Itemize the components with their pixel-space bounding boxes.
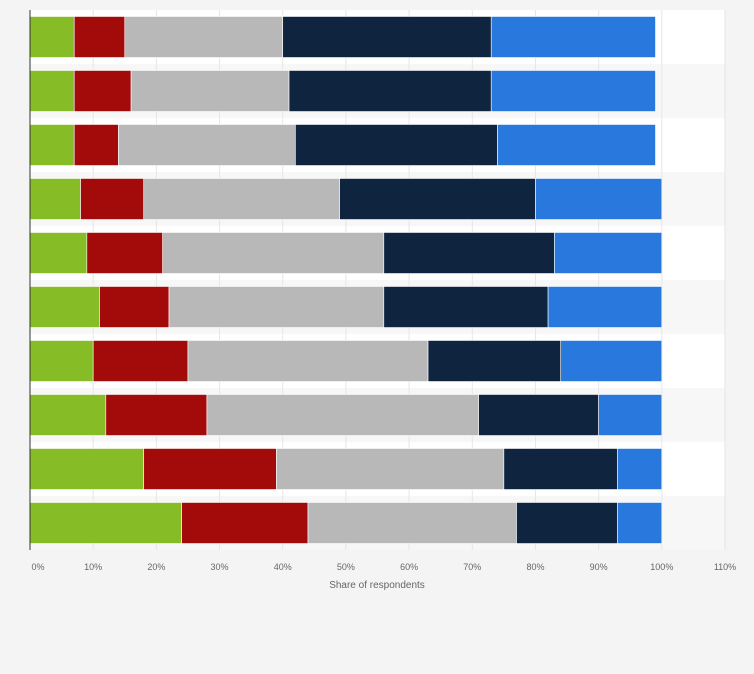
bar-segment: [99, 286, 170, 328]
bar-segment: [295, 124, 498, 166]
bar-segment: [29, 16, 75, 58]
bar-segment: [162, 232, 385, 274]
bar-segment: [490, 70, 656, 112]
bar-segment: [29, 178, 81, 220]
bar-segment: [383, 286, 549, 328]
bar-segment: [282, 16, 492, 58]
x-tick-label: 70%: [463, 562, 481, 572]
bar-segment: [288, 70, 492, 112]
bar-segment: [598, 394, 663, 436]
bar-segment: [307, 502, 517, 544]
bar-segment: [617, 448, 663, 490]
bar-segment: [617, 502, 663, 544]
bar-segment: [478, 394, 599, 436]
bar-segment: [80, 178, 145, 220]
x-tick-label: 100%: [650, 562, 673, 572]
bar-segment: [73, 70, 132, 112]
bars: [29, 16, 663, 544]
bar-segment: [516, 502, 618, 544]
x-tick-label: 80%: [526, 562, 544, 572]
bar-segment: [560, 340, 663, 382]
bar-segment: [503, 448, 618, 490]
x-tick-label: 10%: [84, 562, 102, 572]
bar-segment: [105, 394, 208, 436]
bar-segment: [118, 124, 296, 166]
x-tick-label: 110%: [714, 562, 736, 572]
bar-segment: [181, 502, 309, 544]
x-tick-label: 30%: [211, 562, 229, 572]
bar-segment: [29, 394, 107, 436]
x-tick-labels: 0% 10% 20% 30% 40% 50% 60% 70% 80% 90% 100% 110%: [31, 562, 736, 572]
bar-segment: [73, 16, 126, 58]
x-axis-label: Share of respondents: [329, 580, 425, 591]
bar-segment: [490, 16, 656, 58]
bar-segment: [73, 124, 119, 166]
bar-segment: [29, 286, 100, 328]
bar-segment: [29, 448, 145, 490]
bar-segment: [86, 232, 163, 274]
bar-segment: [29, 232, 88, 274]
x-tick-label: 50%: [337, 562, 355, 572]
bar-segment: [29, 502, 182, 544]
bar-segment: [547, 286, 663, 328]
bar-segment: [206, 394, 479, 436]
bar-segment: [497, 124, 656, 166]
x-tick-label: 0%: [31, 562, 44, 572]
bar-segment: [383, 232, 555, 274]
bar-segment: [535, 178, 663, 220]
x-tick-label: 40%: [274, 562, 292, 572]
bar-segment: [124, 16, 284, 58]
bar-segment: [554, 232, 663, 274]
bar-segment: [187, 340, 429, 382]
x-tick-label: 20%: [147, 562, 165, 572]
x-tick-label: 90%: [590, 562, 608, 572]
bar-segment: [143, 178, 340, 220]
bar-segment: [29, 124, 75, 166]
bar-segment: [29, 340, 94, 382]
bar-segment: [92, 340, 189, 382]
bar-segment: [339, 178, 536, 220]
bar-segment: [168, 286, 385, 328]
bar-segment: [130, 70, 290, 112]
x-tick-label: 60%: [400, 562, 418, 572]
bar-segment: [276, 448, 505, 490]
bar-segment: [427, 340, 562, 382]
bar-segment: [29, 70, 75, 112]
bar-segment: [143, 448, 277, 490]
